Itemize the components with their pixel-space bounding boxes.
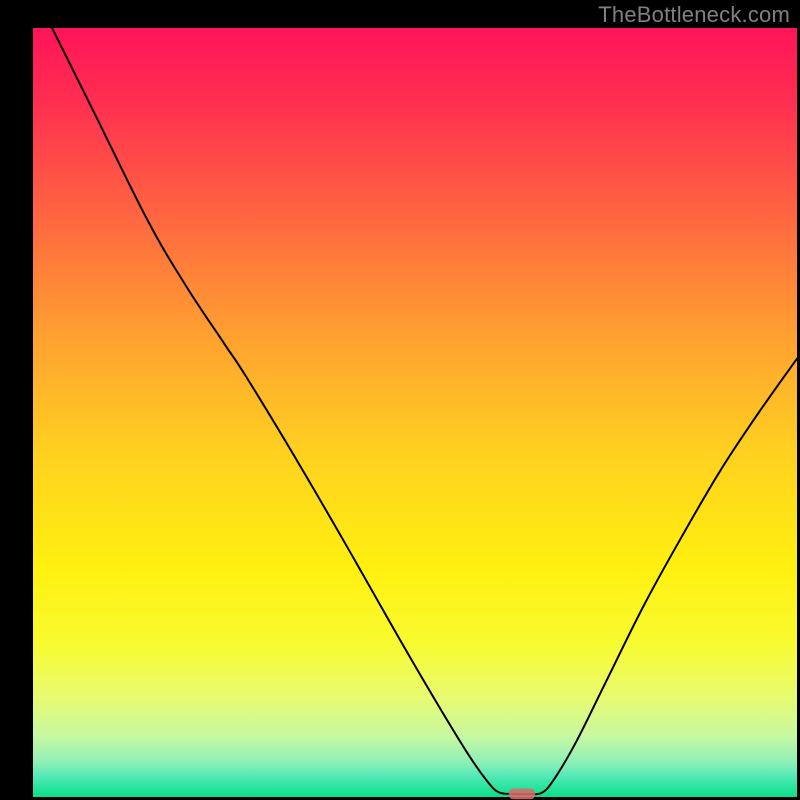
optimal-marker bbox=[509, 789, 536, 800]
watermark-label: TheBottleneck.com bbox=[598, 2, 790, 28]
plot-background bbox=[33, 28, 797, 797]
chart-svg bbox=[0, 0, 800, 800]
bottleneck-chart: TheBottleneck.com bbox=[0, 0, 800, 800]
